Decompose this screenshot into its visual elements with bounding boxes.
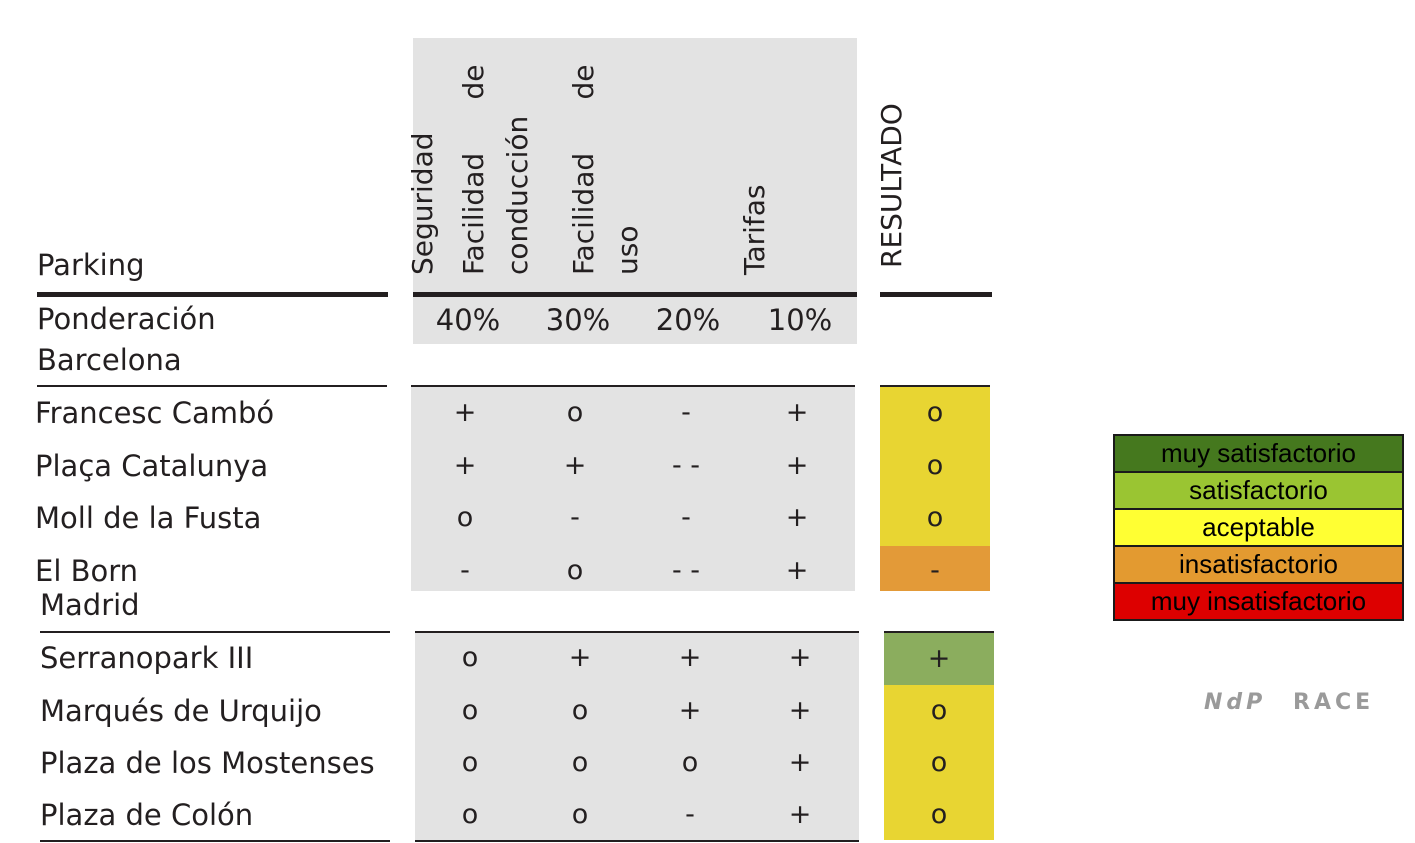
criterion-header-seguridad: Seguridad [401, 15, 445, 275]
parking-name: Moll de la Fusta [35, 501, 262, 535]
group-rule [415, 631, 859, 633]
header-rule [37, 292, 388, 297]
score-cell: + [788, 695, 812, 726]
credit-race: RACE [1293, 690, 1375, 715]
legend-item-insatisfactorio: insatisfactorio [1115, 547, 1402, 584]
weight-value: 30% [545, 303, 611, 337]
color-legend: muy satisfactorio satisfactorio aceptabl… [1113, 434, 1404, 621]
score-cell: - [685, 799, 695, 830]
score-cell: - - [671, 555, 701, 586]
score-cell: - [460, 555, 470, 586]
score-cell: - [681, 397, 691, 428]
result-panel-madrid-aceptable [884, 685, 994, 840]
result-cell: o [926, 502, 944, 533]
score-cell: o [461, 642, 479, 673]
header-rule [880, 292, 992, 297]
group-rule [880, 385, 990, 387]
score-cell: o [461, 799, 479, 830]
criterion-label: Seguridad [406, 132, 439, 275]
legend-item-muy-insatisfactorio: muy insatisfactorio [1115, 584, 1402, 619]
score-cell: + [568, 642, 592, 673]
parking-name: Marqués de Urquijo [40, 694, 322, 728]
result-panel-barcelona-insatisfactorio [880, 546, 990, 591]
score-cell: o [571, 799, 589, 830]
score-cell: o [681, 747, 699, 778]
weights-label: Ponderación [37, 302, 216, 336]
group-rule [40, 631, 390, 633]
score-cell: + [788, 799, 812, 830]
result-cell: o [926, 450, 944, 481]
city-label-madrid: Madrid [40, 588, 140, 622]
score-cell: o [571, 747, 589, 778]
score-cell: + [788, 642, 812, 673]
group-rule [884, 631, 994, 633]
parking-name: Serranopark III [40, 641, 254, 675]
criterion-header-tarifas: Tarifas [733, 15, 777, 275]
score-cell: o [461, 747, 479, 778]
result-cell: + [927, 643, 951, 674]
group-rule [411, 385, 855, 387]
madrid-panel [415, 633, 859, 840]
bottom-rule [40, 840, 390, 842]
score-cell: + [788, 747, 812, 778]
criterion-label: Facilidad de [567, 64, 600, 275]
parking-header: Parking [37, 248, 145, 282]
result-cell: o [926, 397, 944, 428]
parking-name: Plaça Catalunya [35, 449, 269, 483]
score-cell: o [566, 555, 584, 586]
score-cell: o [571, 695, 589, 726]
parking-name: Plaza de los Mostenses [40, 746, 375, 780]
legend-item-muy-satisfactorio: muy satisfactorio [1115, 436, 1402, 473]
result-header: RESULTADO [870, 8, 914, 268]
result-label: RESULTADO [875, 103, 908, 268]
parking-name: Plaza de Colón [40, 798, 254, 832]
result-panel-madrid-satisfactorio [884, 633, 994, 685]
criterion-header-uso: Facilidad de uso [562, 15, 650, 275]
result-cell: o [930, 695, 948, 726]
weight-value: 10% [767, 303, 833, 337]
score-cell: + [785, 502, 809, 533]
result-cell: o [930, 747, 948, 778]
score-cell: o [456, 502, 474, 533]
criterion-label: Tarifas [738, 184, 771, 275]
score-cell: + [678, 642, 702, 673]
score-cell: - [681, 502, 691, 533]
bottom-rule [415, 840, 859, 842]
parking-name: El Born [35, 554, 139, 588]
group-rule [37, 385, 387, 387]
header-rule [413, 292, 857, 297]
score-cell: + [453, 450, 477, 481]
score-cell: - [570, 502, 580, 533]
score-cell: + [563, 450, 587, 481]
weight-value: 20% [655, 303, 721, 337]
weight-value: 40% [435, 303, 501, 337]
score-cell: + [453, 397, 477, 428]
score-cell: + [785, 555, 809, 586]
result-cell: o [930, 799, 948, 830]
score-cell: o [566, 397, 584, 428]
score-cell: - - [671, 450, 701, 481]
criterion-header-conduccion: Facilidad de conducción [452, 15, 540, 275]
result-panel-barcelona-aceptable [880, 387, 990, 546]
parking-name: Francesc Cambó [35, 396, 275, 430]
city-label-barcelona: Barcelona [37, 343, 182, 377]
credit-ndp: NdP [1204, 690, 1267, 715]
criterion-label-2: conducción [501, 115, 534, 275]
criterion-label-2: uso [611, 225, 644, 275]
barcelona-panel [411, 387, 855, 591]
score-cell: + [785, 397, 809, 428]
score-cell: + [785, 450, 809, 481]
legend-item-aceptable: aceptable [1115, 510, 1402, 547]
criterion-label: Facilidad de [457, 64, 490, 275]
score-cell: + [678, 695, 702, 726]
legend-item-satisfactorio: satisfactorio [1115, 473, 1402, 510]
score-cell: o [461, 695, 479, 726]
result-cell: - [930, 555, 940, 586]
